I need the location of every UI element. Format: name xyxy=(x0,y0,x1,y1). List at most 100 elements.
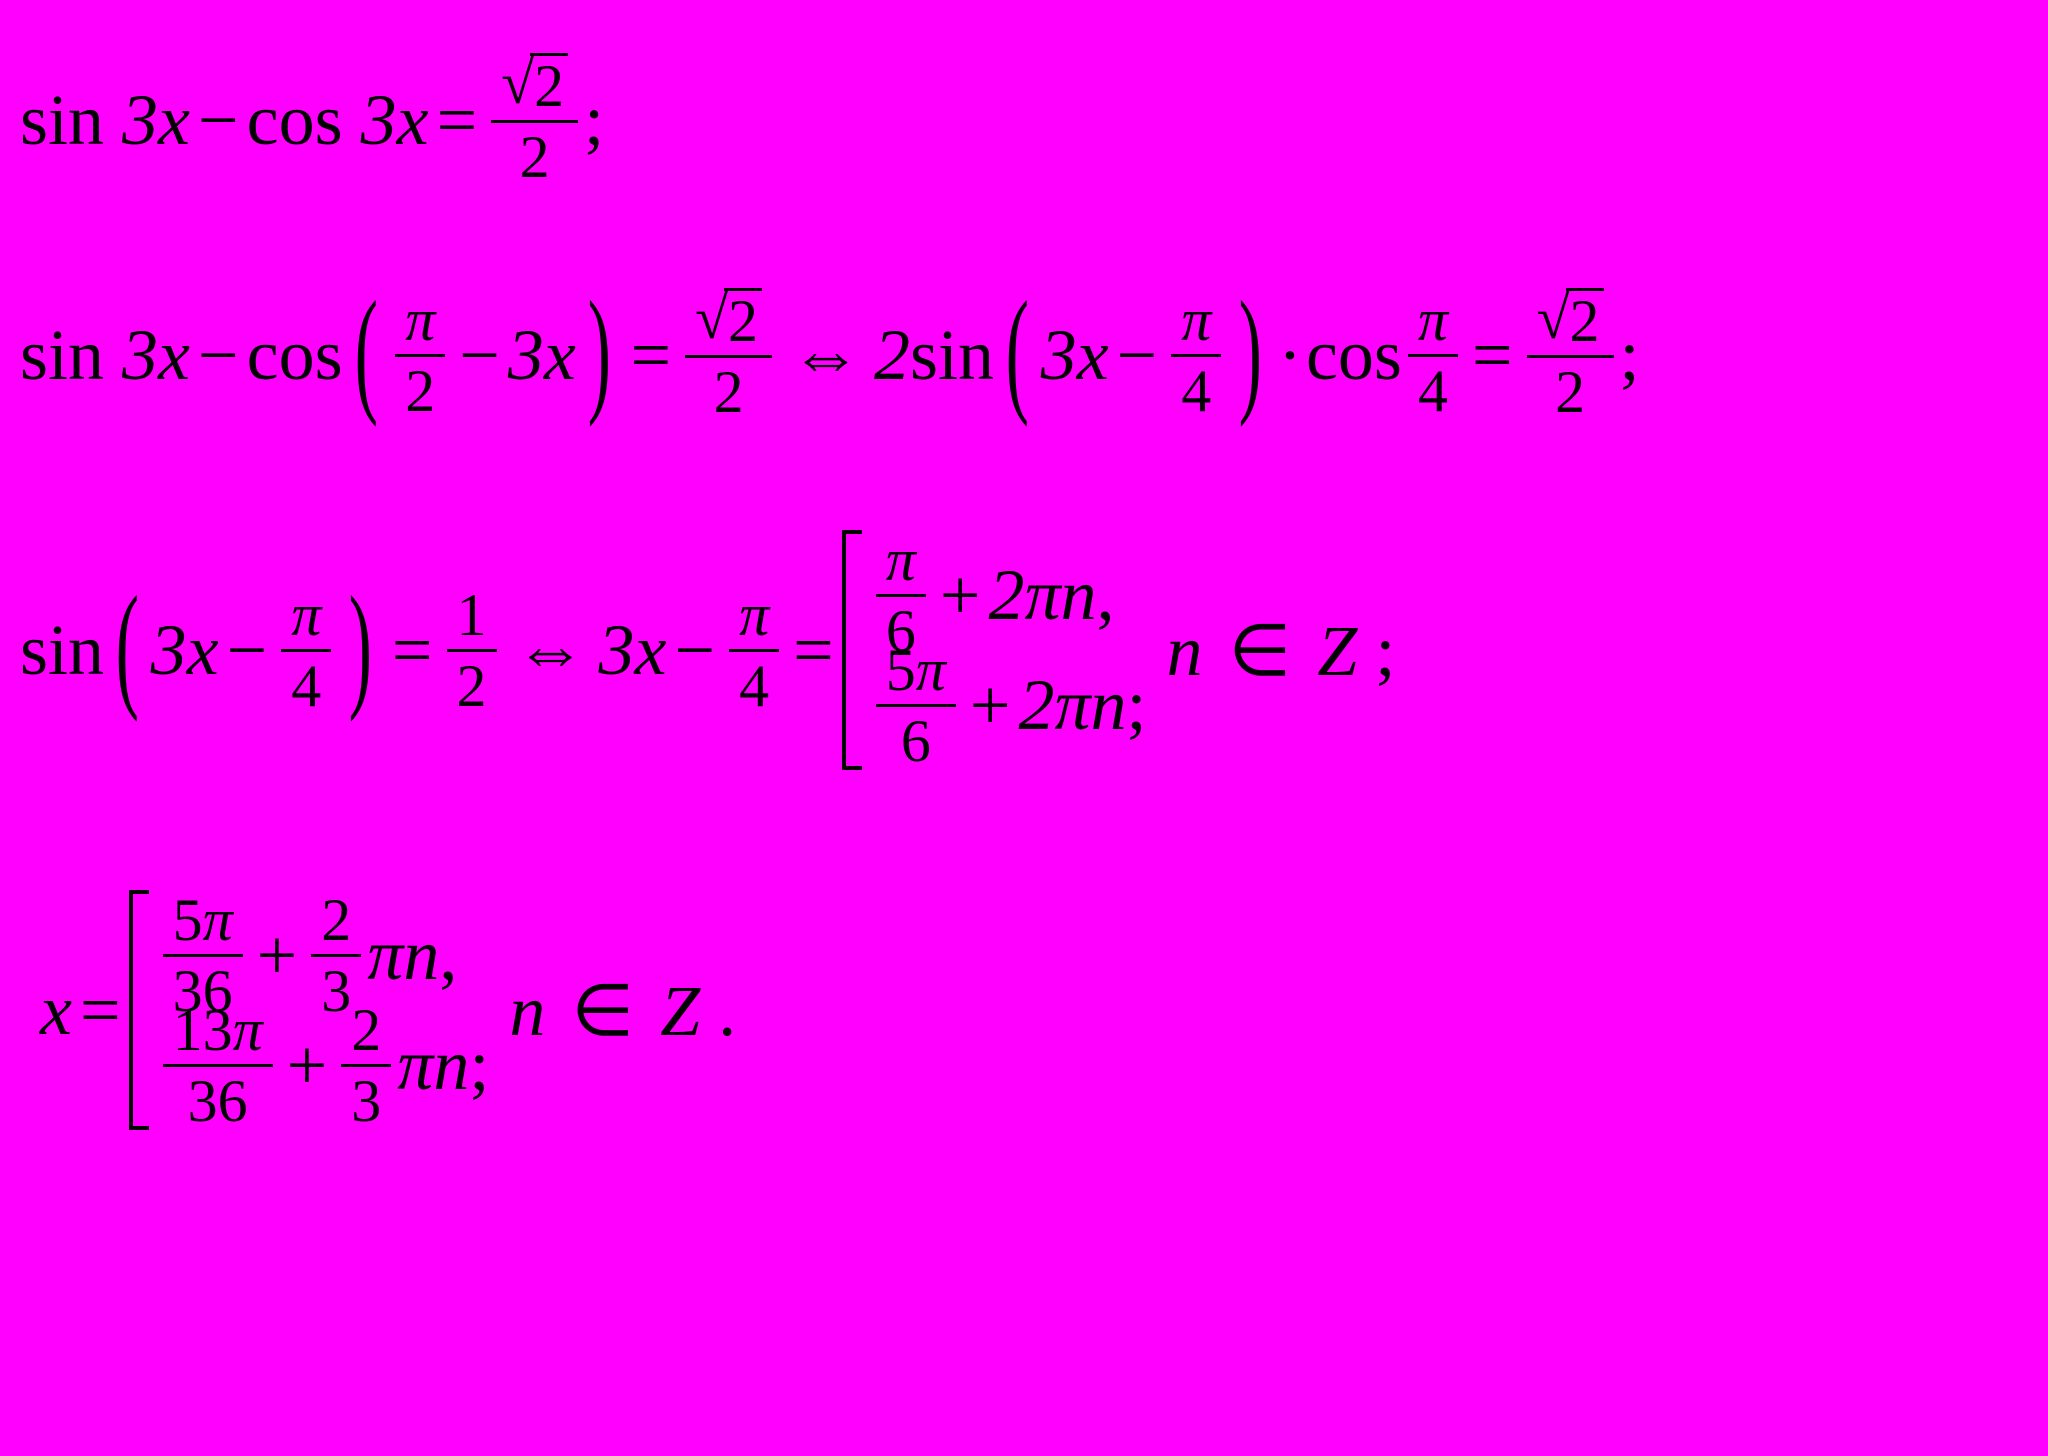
denominator: 2 xyxy=(1545,358,1595,424)
eq-op: = xyxy=(793,609,834,692)
coef-3: 3 xyxy=(1041,314,1077,397)
frac-pi-over-4: π 4 xyxy=(281,583,331,718)
frac-sqrt2-over-2: 2 2 xyxy=(685,286,772,424)
semicolon: ; xyxy=(584,79,604,162)
frac-pi-over-4: π 4 xyxy=(729,583,779,718)
numerator: 2 xyxy=(685,286,772,358)
numerator: 13π xyxy=(163,998,273,1067)
space xyxy=(104,314,122,397)
space xyxy=(104,79,122,162)
denominator: 6 xyxy=(891,707,941,773)
var-x: x xyxy=(397,79,429,162)
frac-pi-over-2: π 2 xyxy=(395,288,445,423)
coef-3: 3 xyxy=(599,609,635,692)
denominator: 4 xyxy=(281,652,331,718)
rparen-big: ) xyxy=(1239,295,1262,407)
sqrt-icon: 2 xyxy=(1537,288,1604,351)
eq-op: = xyxy=(437,79,478,162)
eq-op: = xyxy=(80,969,121,1052)
plus-op: + xyxy=(287,1024,328,1107)
equation-line-2: sin 3 x − cos ( π 2 − 3 x ) = 2 2 ⇔ 2 si… xyxy=(20,250,2020,460)
denominator: 2 xyxy=(395,357,445,423)
equation-line-3: sin ( 3 x − π 4 ) = 1 2 ⇔ 3 x − π 4 = π xyxy=(20,490,2020,810)
semicolon: ; xyxy=(1127,664,1147,747)
var-x: x xyxy=(158,314,190,397)
system-row-1: 5π 36 + 2 3 π n , xyxy=(157,900,490,1010)
var-x: x xyxy=(544,314,576,397)
semicolon: ; xyxy=(469,1024,489,1107)
pi: π xyxy=(1054,664,1090,747)
system-bracket: 5π 36 + 2 3 π n , 13π 36 xyxy=(129,890,490,1130)
semicolon: ; xyxy=(1375,611,1395,691)
frac-pi-over-4: π 4 xyxy=(1171,288,1221,423)
var-x: x xyxy=(158,79,190,162)
eq-op: = xyxy=(1472,314,1513,397)
cos-func: cos xyxy=(247,79,343,162)
denominator: 4 xyxy=(1408,357,1458,423)
denominator: 2 xyxy=(447,652,497,718)
system-content: π 6 + 2 π n , 5π 6 + 2 π xyxy=(862,530,1147,770)
frac-2-over-3: 2 3 xyxy=(341,998,391,1133)
set-z: Z xyxy=(660,971,700,1051)
math-block: sin 3 x − cos 3 x = 2 2 ; sin 3 x − cos … xyxy=(20,20,2020,1210)
plus-op: + xyxy=(257,914,298,997)
comma: , xyxy=(439,914,457,997)
sin-func: sin xyxy=(20,314,104,397)
coef-3: 3 xyxy=(122,314,158,397)
left-bracket-icon xyxy=(842,530,862,770)
system-row-1: π 6 + 2 π n , xyxy=(870,540,1147,650)
numerator: 5π xyxy=(163,888,243,957)
minus-op: − xyxy=(227,609,268,692)
n-in-z: n ∈ Z ; xyxy=(1167,608,1396,693)
frac-1-over-2: 1 2 xyxy=(447,583,497,718)
pi: π xyxy=(1024,554,1060,637)
comma: , xyxy=(1097,554,1115,637)
coef-2: 2 xyxy=(874,314,910,397)
var-x: x xyxy=(635,609,667,692)
iff-arrow: ⇔ xyxy=(790,314,862,397)
set-z: Z xyxy=(1317,611,1357,691)
n-in-z: n ∈ Z . xyxy=(509,968,736,1053)
coef-3: 3 xyxy=(122,79,158,162)
system-bracket: π 6 + 2 π n , 5π 6 + 2 π xyxy=(842,530,1147,770)
space xyxy=(343,79,361,162)
coef-3: 3 xyxy=(508,314,544,397)
iff-arrow: ⇔ xyxy=(515,609,587,692)
sqrt-icon: 2 xyxy=(695,288,762,351)
cdot: · xyxy=(1278,314,1302,397)
minus-op: − xyxy=(675,609,716,692)
pi: π xyxy=(397,1024,433,1107)
var-n: n xyxy=(1061,554,1097,637)
sqrt-arg: 2 xyxy=(724,288,762,351)
numerator: π xyxy=(1408,288,1458,357)
var-n: n xyxy=(403,914,439,997)
denominator: 4 xyxy=(729,652,779,718)
numerator: 2 xyxy=(341,998,391,1067)
numerator: π xyxy=(281,583,331,652)
frac-sqrt2-over-2: 2 2 xyxy=(491,51,578,189)
numerator: π xyxy=(729,583,779,652)
numerator: 2 xyxy=(491,51,578,123)
in-symbol: ∈ xyxy=(571,971,634,1051)
numerator: π xyxy=(1171,288,1221,357)
var-n: n xyxy=(1091,664,1127,747)
semicolon: ; xyxy=(1620,314,1640,397)
var-n: n xyxy=(433,1024,469,1107)
pi: π xyxy=(367,914,403,997)
cos-func: cos xyxy=(247,314,343,397)
var-x: x xyxy=(1077,314,1109,397)
var-n: n xyxy=(1167,611,1203,691)
lparen-big: ( xyxy=(116,590,139,702)
var-x: x xyxy=(40,969,72,1052)
frac-13pi-over-36: 13π 36 xyxy=(163,998,273,1133)
minus-op: − xyxy=(459,314,500,397)
numerator: π xyxy=(395,288,445,357)
equation-line-4: x = 5π 36 + 2 3 π n , xyxy=(20,840,2020,1180)
frac-sqrt2-over-2: 2 2 xyxy=(1527,286,1614,424)
equation-line-1: sin 3 x − cos 3 x = 2 2 ; xyxy=(20,20,2020,220)
var-n: n xyxy=(509,971,545,1051)
numerator: 5π xyxy=(876,638,956,707)
left-bracket-icon xyxy=(129,890,149,1130)
sqrt-arg: 2 xyxy=(1566,288,1604,351)
minus-op: − xyxy=(198,314,239,397)
